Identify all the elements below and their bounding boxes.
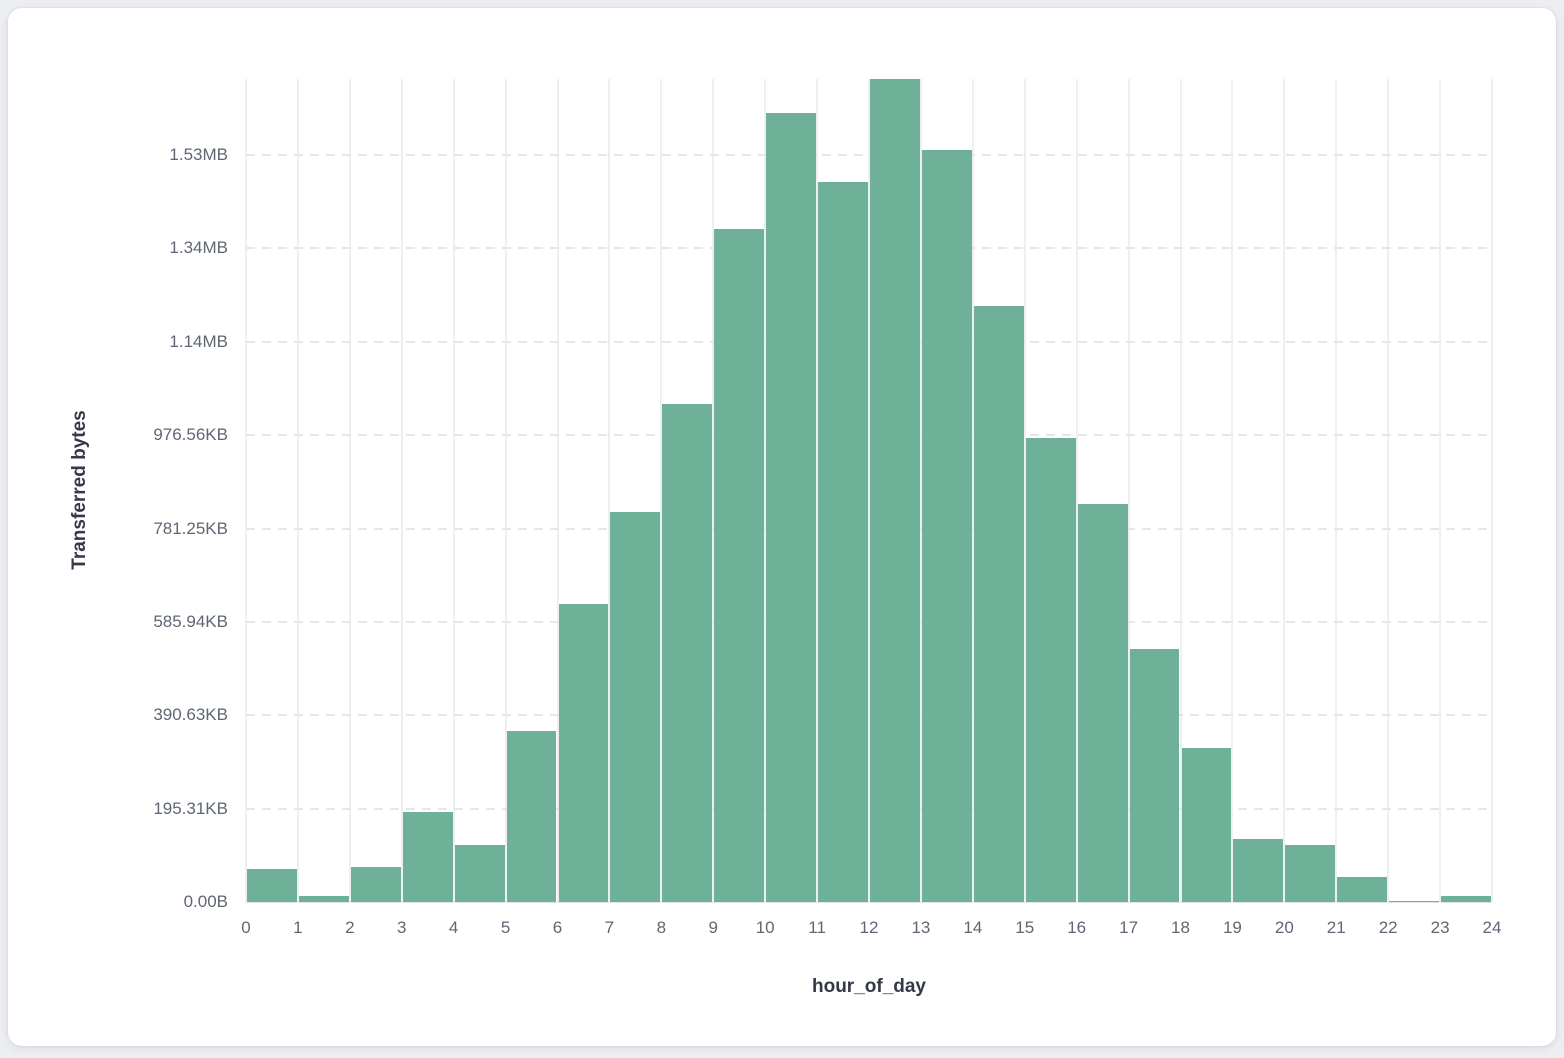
x-tick-label: 19	[1222, 918, 1242, 937]
x-tick-label: 5	[500, 918, 511, 937]
x-gridline	[816, 79, 819, 902]
x-tick-label: 18	[1171, 918, 1190, 937]
x-tick-label: 16	[1067, 918, 1087, 937]
x-tick-label: 24	[1482, 918, 1502, 937]
histogram-bar[interactable]	[1129, 648, 1180, 902]
y-gridline	[246, 340, 1492, 343]
histogram-bar[interactable]	[1025, 437, 1076, 902]
x-tick-label: 2	[345, 918, 355, 937]
histogram-bar[interactable]	[402, 811, 453, 902]
x-tick-label: 20	[1274, 918, 1294, 937]
x-gridline	[660, 79, 663, 902]
x-gridline	[348, 79, 351, 902]
x-gridline	[712, 79, 715, 902]
x-gridline	[1387, 79, 1390, 902]
histogram-bar[interactable]	[1181, 747, 1232, 902]
x-tick-label: 11	[808, 918, 826, 937]
x-gridline	[452, 79, 455, 902]
x-tick-label: 3	[397, 918, 407, 937]
histogram-bar[interactable]	[921, 149, 972, 902]
x-gridline	[608, 79, 611, 902]
y-tick-label: 1.34MB	[169, 238, 228, 258]
y-gridline	[246, 807, 1492, 810]
x-tick-label: 4	[448, 918, 459, 937]
x-gridline	[1335, 79, 1338, 902]
histogram-bar[interactable]	[298, 896, 349, 902]
x-tick-label: 9	[708, 918, 718, 937]
histogram-bar[interactable]	[973, 305, 1024, 902]
y-tick-label: 585.94KB	[153, 611, 228, 631]
x-gridline	[1231, 79, 1234, 902]
histogram-bar[interactable]	[247, 868, 297, 902]
x-gridline	[1023, 79, 1026, 902]
histogram-bar[interactable]	[870, 79, 920, 902]
y-tick-label: 390.63KB	[153, 705, 228, 725]
y-gridline	[246, 527, 1492, 530]
x-tick-label: 14	[963, 918, 983, 937]
x-axis-title: hour_of_day	[811, 976, 927, 997]
histogram-bar[interactable]	[350, 867, 401, 902]
y-tick-label: 976.56KB	[153, 425, 228, 445]
x-axis-line	[246, 902, 1492, 903]
histogram-bar[interactable]	[818, 181, 868, 902]
x-gridline	[556, 79, 559, 902]
y-tick-label: 1.14MB	[169, 331, 228, 351]
histogram-bar[interactable]	[506, 731, 557, 902]
y-tick-label: 0.00B	[183, 892, 228, 911]
x-gridline	[1283, 79, 1286, 902]
x-gridline	[1179, 79, 1182, 902]
x-gridline	[1127, 79, 1130, 902]
histogram-bar[interactable]	[558, 603, 609, 902]
x-tick-label: 21	[1326, 918, 1346, 937]
histogram-bar[interactable]	[662, 404, 713, 902]
x-gridline	[400, 79, 403, 902]
x-tick-label: 12	[859, 918, 879, 937]
histogram-bar[interactable]	[766, 113, 817, 902]
x-tick-label: 10	[755, 918, 775, 937]
x-tick-label: 8	[656, 918, 667, 937]
x-tick-label: 23	[1430, 918, 1450, 937]
histogram-bar[interactable]	[1233, 838, 1284, 902]
y-tick-label: 195.31KB	[153, 798, 228, 818]
histogram-bar[interactable]	[610, 512, 661, 902]
x-tick-label: 15	[1015, 918, 1035, 937]
x-tick-label: 0	[241, 918, 251, 937]
y-tick-label: 781.25KB	[153, 518, 228, 538]
y-gridline	[246, 154, 1492, 157]
x-tick-label: 13	[911, 918, 931, 937]
x-tick-label: 6	[552, 918, 563, 937]
x-gridline	[764, 79, 767, 902]
histogram-bar[interactable]	[714, 229, 765, 902]
plot-area	[245, 79, 1493, 903]
x-gridline	[919, 79, 922, 902]
x-gridline	[971, 79, 974, 902]
x-gridline	[868, 79, 870, 902]
x-gridline	[504, 79, 507, 902]
y-gridline	[246, 620, 1492, 623]
y-gridline	[246, 247, 1492, 250]
histogram-bar[interactable]	[1285, 845, 1336, 902]
x-gridline	[1439, 79, 1442, 902]
histogram-bar[interactable]	[1337, 876, 1388, 902]
y-tick-label: 1.53MB	[169, 145, 228, 165]
x-tick-label: 17	[1119, 918, 1139, 937]
x-gridline	[1075, 79, 1078, 902]
x-gridline	[1491, 79, 1493, 902]
y-gridline	[246, 434, 1492, 437]
histogram-bar[interactable]	[454, 845, 505, 902]
y-gridline	[246, 714, 1492, 717]
x-tick-label: 1	[293, 918, 303, 937]
histogram-bar[interactable]	[1441, 896, 1491, 902]
x-tick-label: 7	[604, 918, 615, 937]
x-tick-label: 22	[1378, 918, 1398, 937]
chart-card: Transferred bytes 0.00B 195.31KB 390.63KB 5…	[8, 8, 1556, 1046]
histogram-bar[interactable]	[1077, 503, 1128, 902]
histogram-bar[interactable]	[1389, 900, 1440, 902]
x-gridline	[296, 79, 299, 902]
x-gridline	[245, 79, 247, 902]
